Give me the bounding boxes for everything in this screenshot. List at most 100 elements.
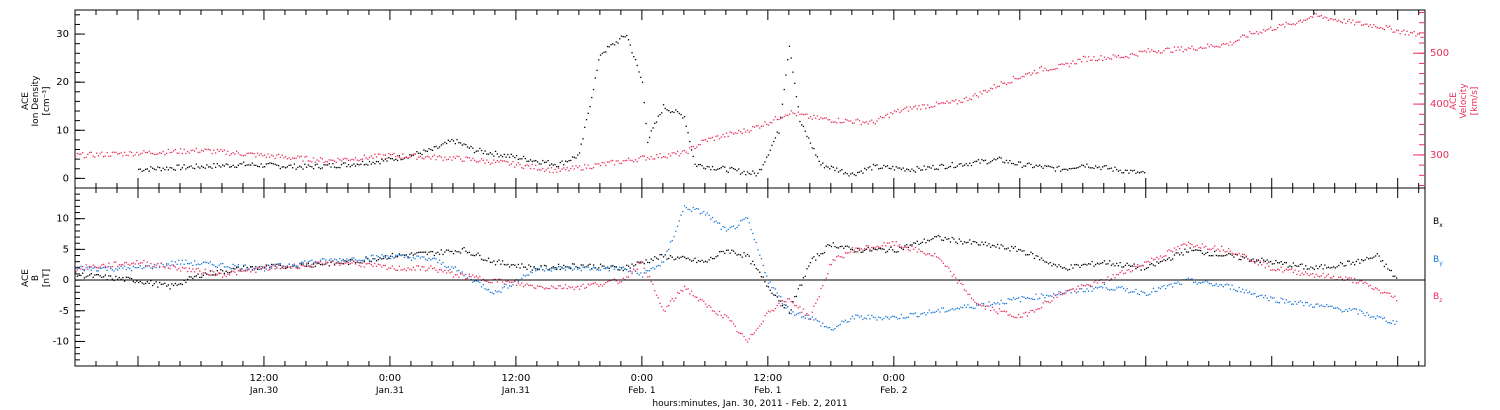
bottom-point xyxy=(671,298,673,300)
bottom-point xyxy=(1322,268,1324,270)
top-point xyxy=(956,103,959,105)
bottom-point xyxy=(589,284,591,286)
top-point xyxy=(316,159,318,161)
top-point xyxy=(204,148,206,150)
bottom-point xyxy=(187,270,189,273)
bottom-point xyxy=(1128,264,1130,266)
bottom-point xyxy=(897,245,899,247)
bottom-point xyxy=(759,271,761,273)
bottom-point xyxy=(834,259,836,262)
bottom-point xyxy=(1025,297,1027,300)
bottom-point xyxy=(159,281,161,284)
bottom-point xyxy=(311,266,313,268)
bottom-point xyxy=(1040,293,1043,295)
bottom-point xyxy=(795,295,798,297)
top-point xyxy=(543,161,546,164)
bottom-point xyxy=(848,252,850,254)
top-point xyxy=(592,166,595,169)
top-point xyxy=(893,169,896,171)
bottom-point xyxy=(125,268,127,271)
bottom-point xyxy=(983,303,985,305)
bottom-point xyxy=(624,268,626,270)
bottom-point xyxy=(1294,269,1296,271)
bottom-point xyxy=(720,228,722,230)
top-point xyxy=(1117,170,1120,172)
bottom-point xyxy=(347,259,350,261)
bottom-point xyxy=(986,305,988,307)
top-point xyxy=(514,157,516,159)
top-point xyxy=(1051,69,1053,71)
bottom-point xyxy=(333,263,336,265)
bottom-point xyxy=(1173,247,1176,249)
bottom-point xyxy=(475,275,477,277)
top-point xyxy=(556,171,558,173)
bottom-point xyxy=(1312,273,1314,275)
bottom-point xyxy=(82,268,84,271)
bottom-point xyxy=(675,230,677,232)
top-point xyxy=(388,157,390,159)
bottom-point xyxy=(1205,252,1207,254)
top-point xyxy=(353,163,355,165)
top-point xyxy=(1312,16,1314,18)
bottom-point xyxy=(201,273,203,275)
top-point xyxy=(1051,166,1053,168)
bottom-point xyxy=(787,298,789,300)
top-point xyxy=(554,163,556,166)
bottom-point xyxy=(150,262,152,265)
bottom-point xyxy=(888,248,890,251)
top-point xyxy=(293,163,295,165)
top-point xyxy=(1252,33,1254,35)
top-point xyxy=(426,155,428,157)
bottom-point xyxy=(384,264,386,267)
bottom-point xyxy=(162,283,164,285)
top-point xyxy=(94,156,96,158)
top-point xyxy=(766,123,768,125)
bottom-point xyxy=(704,303,707,305)
bottom-point xyxy=(232,263,234,266)
bottom-point xyxy=(1343,310,1345,312)
bottom-point xyxy=(337,261,339,263)
top-point xyxy=(853,173,855,176)
bottom-point xyxy=(1152,259,1155,261)
top-point xyxy=(948,102,950,104)
bottom-point xyxy=(1257,264,1259,266)
bottom-point xyxy=(125,276,127,278)
bottom-point xyxy=(353,257,355,259)
top-point xyxy=(491,153,493,155)
bottom-point xyxy=(892,315,894,317)
top-point xyxy=(253,153,255,155)
bottom-point xyxy=(1084,285,1086,287)
top-point xyxy=(694,163,696,165)
bottom-point xyxy=(1186,244,1188,246)
top-point xyxy=(993,158,995,160)
bottom-point xyxy=(421,256,423,258)
top-point xyxy=(145,151,147,154)
top-point xyxy=(872,122,875,124)
bottom-point xyxy=(1319,265,1321,268)
bottom-point xyxy=(1070,288,1072,291)
bottom-point xyxy=(1350,309,1352,311)
bottom-point xyxy=(531,269,533,271)
bottom-point xyxy=(988,301,990,303)
top-point xyxy=(517,158,519,160)
bottom-point xyxy=(753,238,756,241)
bottom-point xyxy=(689,208,691,211)
bottom-point xyxy=(1331,277,1333,279)
top-point xyxy=(1102,59,1104,62)
top-point xyxy=(1009,160,1011,162)
bottom-point xyxy=(809,318,812,321)
bottom-point xyxy=(185,281,187,283)
top-point xyxy=(615,41,617,43)
top-point xyxy=(1317,15,1319,17)
top-point xyxy=(599,54,602,56)
top-point xyxy=(295,168,297,170)
bottom-point xyxy=(885,315,887,318)
bottom-point xyxy=(612,265,614,267)
bottom-point xyxy=(1117,265,1120,267)
top-point xyxy=(685,125,687,127)
bottom-point xyxy=(122,267,124,269)
bottom-point xyxy=(110,267,112,270)
bottom-point xyxy=(1012,316,1015,318)
bottom-point xyxy=(741,256,743,258)
bottom-point xyxy=(1175,252,1177,254)
